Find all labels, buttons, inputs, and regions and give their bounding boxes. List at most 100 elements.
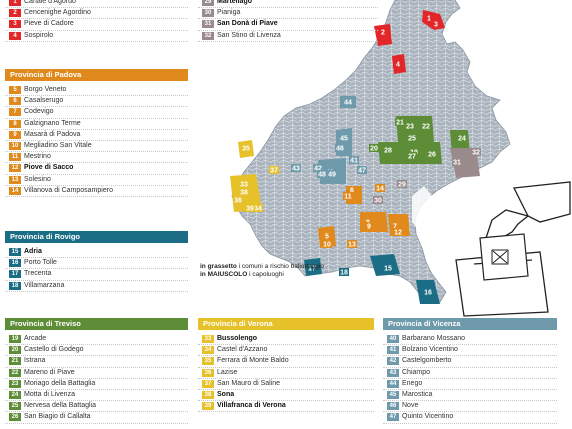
map-marker-label: 10 <box>323 242 331 249</box>
item-number-badge: 40 <box>387 335 399 344</box>
item-number-badge: 42 <box>387 357 399 366</box>
map-marker-label: 17 <box>308 266 316 273</box>
map-marker: 20 <box>369 144 379 153</box>
map-marker-label: 48 <box>318 172 326 179</box>
map-marker: 49 <box>327 170 337 179</box>
map-marker-badge <box>322 240 332 248</box>
map-marker: 22 <box>421 122 431 131</box>
map-marker-badge <box>327 170 337 178</box>
item-name: Moriago della Battaglia <box>24 379 96 387</box>
map-marker-badge <box>241 144 251 152</box>
list-item: 23 Moriago della Battaglia <box>5 379 188 390</box>
map-marker: 2 <box>378 28 388 37</box>
item-number-badge: 45 <box>387 391 399 400</box>
map-marker-label: 34 <box>254 206 262 213</box>
item-number-badge: 18 <box>9 281 21 290</box>
map-marker-badge <box>313 164 323 172</box>
item-number-badge: 30 <box>202 9 214 18</box>
list-item: 19 Arcade <box>5 334 188 346</box>
map-marker-label: 30 <box>374 198 382 205</box>
panel-vicenza: Provincia di Vicenza 40 Barbarano Mossano 4… <box>383 318 557 424</box>
map-marker-badge <box>431 20 441 28</box>
map-marker-badge <box>383 146 393 154</box>
item-name: Piove di Sacco <box>24 164 74 172</box>
map-marker-label: 6 <box>350 188 354 195</box>
panel-header-rovigo: Provincia di Rovigo <box>5 231 188 243</box>
item-name: Bussolengo <box>217 335 258 342</box>
list-item: 9 Masarà di Padova <box>5 130 188 141</box>
item-name: Castello di Godego <box>24 346 84 354</box>
list-item: 1 Canale d'Agordo <box>5 0 188 9</box>
map-marker-label: 7 <box>393 224 397 231</box>
item-number-badge: 2 <box>9 9 21 18</box>
map-marker: 10 <box>322 240 332 249</box>
panel-padova: Provincia di Padova 5 Borgo Veneto 6 Casalse… <box>5 69 188 197</box>
list-item: 26 San Biagio di Callalta <box>5 412 188 424</box>
item-name: Nervesa della Battaglia <box>24 402 96 410</box>
list-item: 30 Pianiga <box>198 8 378 20</box>
map-marker-label: 20 <box>370 146 378 153</box>
map-marker-badge <box>239 180 249 188</box>
item-number-badge: 17 <box>9 270 21 279</box>
item-number-badge: 13 <box>9 175 21 184</box>
map-marker-badge <box>393 228 403 236</box>
map-marker-label: 46 <box>336 146 344 153</box>
map-marker: 3 <box>431 20 441 29</box>
item-name: Villafranca di Verona <box>217 402 286 410</box>
map-marker: 47 <box>357 166 367 175</box>
list-item: 45 Marostica <box>383 390 557 402</box>
list-item: 34 Castel d'Azzano <box>198 345 374 357</box>
list-item: 25 Nervesa della Battaglia <box>5 401 188 413</box>
item-number-badge: 25 <box>9 402 21 411</box>
list-item: 13 Solesino <box>5 175 188 186</box>
item-number-badge: 20 <box>9 346 21 355</box>
item-name: Marostica <box>402 390 433 398</box>
list-item: 5 Borgo Veneto <box>5 85 188 97</box>
map-marker-label: 21 <box>396 120 404 127</box>
item-name: Quinto Vicentino <box>402 413 454 421</box>
map-marker-label: 5 <box>325 234 329 241</box>
item-number-badge: 1 <box>9 0 21 7</box>
item-name: Megliadino San Vitale <box>24 141 92 149</box>
item-number-badge: 16 <box>9 259 21 268</box>
map-marker-label: 33 <box>240 182 248 189</box>
list-item: 15 Adria <box>5 247 188 259</box>
map-marker-label: 44 <box>344 100 352 107</box>
list-item: 2 Cencenighe Agordino <box>5 8 188 20</box>
list-item: 24 Motta di Livenza <box>5 390 188 402</box>
map-marker: 29 <box>397 180 407 189</box>
panel-header-treviso: Provincia di Treviso <box>5 318 188 330</box>
item-name: Bolzano Vicentino <box>402 346 458 354</box>
item-number-badge: 19 <box>9 335 21 344</box>
map-marker: 41 <box>349 156 359 165</box>
map-marker: 4 <box>393 60 403 69</box>
map-marker-label: 28 <box>384 148 392 155</box>
list-item: 46 Nove <box>383 401 557 413</box>
map-marker: 15 <box>383 264 393 273</box>
map-marker-badge <box>357 166 367 174</box>
map-marker: 12 <box>393 228 403 237</box>
item-name: San Biagio di Callalta <box>24 413 91 421</box>
map-marker-label: 35 <box>242 146 250 153</box>
list-item: 47 Quinto Vicentino <box>383 412 557 424</box>
map-marker-badge <box>369 144 379 152</box>
item-number-badge: 11 <box>9 153 21 162</box>
list-item: 4 Sospirolo <box>5 31 188 42</box>
item-number-badge: 8 <box>9 119 21 128</box>
map-marker-badge <box>343 98 353 106</box>
map-marker: 28 <box>383 146 393 155</box>
list-item: 7 Codevigo <box>5 107 188 119</box>
item-number-badge: 43 <box>387 368 399 377</box>
map-marker-label: 12 <box>394 230 402 237</box>
panel-treviso: Provincia di Treviso 19 Arcade 20 Castello d… <box>5 318 188 424</box>
map-marker: 37 <box>269 166 279 175</box>
map-marker: 11 <box>343 192 353 201</box>
map-marker-badge <box>245 204 255 212</box>
map-marker: 45 <box>339 134 349 143</box>
map-marker-label: 3 <box>434 22 438 29</box>
map-marker-label: 11 <box>344 194 352 201</box>
panel-venezia: 29 Martellago 30 Pianiga 31 San Donà di Piave… <box>198 0 378 42</box>
map-marker: 35 <box>241 144 251 153</box>
map-marker: 42 <box>313 164 323 173</box>
